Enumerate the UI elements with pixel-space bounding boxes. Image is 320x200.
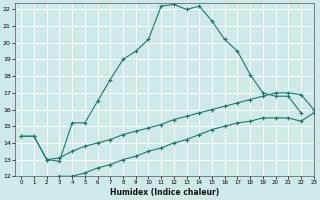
- X-axis label: Humidex (Indice chaleur): Humidex (Indice chaleur): [110, 188, 219, 197]
